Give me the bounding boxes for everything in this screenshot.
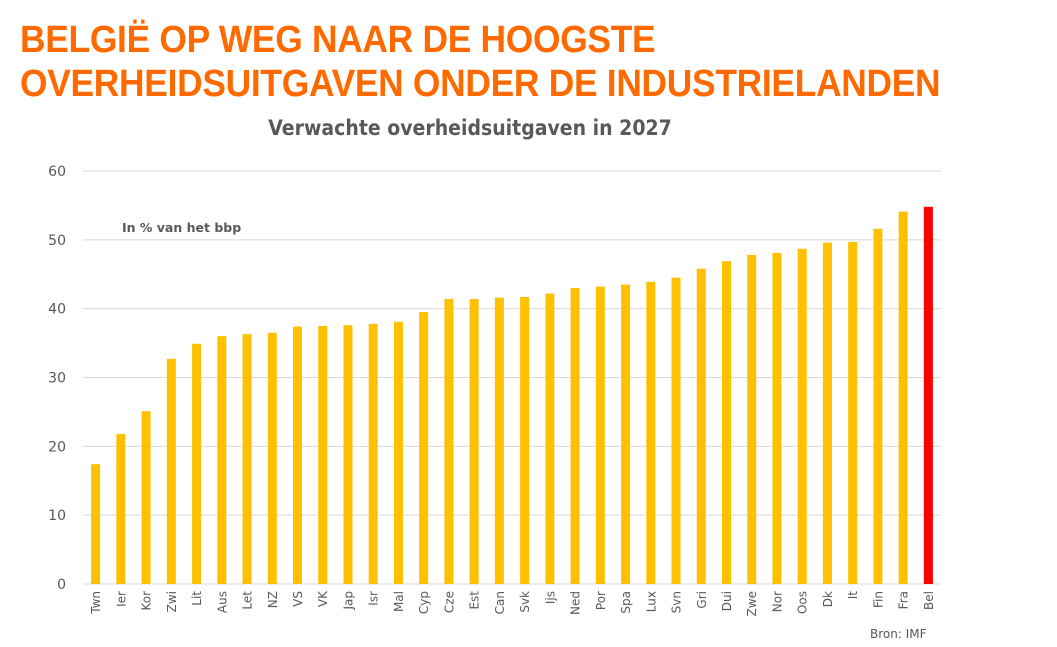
bar-por <box>595 286 605 584</box>
bar-can <box>494 297 504 584</box>
bar-nz <box>267 332 277 584</box>
bar-it <box>848 241 858 585</box>
x-tick-label: Lux <box>644 591 658 612</box>
bar-gri <box>696 268 706 584</box>
gridlines <box>83 170 941 585</box>
x-tick-label: Ned <box>569 591 583 615</box>
bar-svn <box>671 277 681 584</box>
x-tick-label: Fra <box>897 591 911 609</box>
x-tick-label: Por <box>594 591 608 610</box>
bar-svk <box>520 296 530 584</box>
bar-oos <box>797 248 807 584</box>
bar-lit <box>192 343 202 584</box>
bar-ijs <box>545 293 555 584</box>
bars <box>91 206 933 585</box>
y-tick-label: 40 <box>48 302 66 318</box>
bar-dui <box>722 261 731 584</box>
bar-twn <box>91 464 101 584</box>
y-tick-label: 50 <box>48 233 66 249</box>
bar-cyp <box>419 312 429 584</box>
x-tick-label: Est <box>468 591 482 610</box>
bar-est <box>469 299 479 584</box>
x-tick-label: Nor <box>770 591 784 612</box>
x-tick-label: Aus <box>215 591 229 613</box>
x-tick-label: Svk <box>518 591 532 613</box>
bar-nor <box>772 252 782 584</box>
headline-line-2: OVERHEIDSUITGAVEN ONDER DE INDUSTRIELAND… <box>20 63 941 105</box>
bar-mal <box>393 321 403 584</box>
x-tick-label: Can <box>493 591 507 614</box>
bar-ier <box>116 433 126 584</box>
x-tick-label: Cyp <box>417 591 431 614</box>
y-axis-ticks: 0 10 20 30 40 50 60 <box>48 164 66 593</box>
x-tick-label: Gri <box>695 591 709 609</box>
x-tick-label: Ijs <box>543 591 557 604</box>
bar-kor <box>141 411 151 584</box>
source-note: Bron: IMF <box>870 627 927 641</box>
x-tick-label: Cze <box>442 591 456 613</box>
y-tick-label: 10 <box>48 508 66 524</box>
x-axis-ticks: Twn Ier Kor Zwi Lit Aus Let NZ VS VK Jap Isr Mal Cyp C… <box>89 590 936 617</box>
x-tick-label: Ier <box>114 591 128 607</box>
bar-let <box>242 334 252 584</box>
x-tick-label: Zwi <box>165 591 179 612</box>
x-tick-label: VK <box>316 590 330 607</box>
bar-dk <box>822 242 832 584</box>
bar-ned <box>570 288 580 584</box>
y-tick-label: 60 <box>48 164 66 180</box>
bar-spa <box>621 284 631 584</box>
x-tick-label: Dui <box>720 591 734 611</box>
bar-zwe <box>747 254 757 584</box>
bar-bel <box>923 206 933 584</box>
x-tick-label: Zwe <box>745 591 759 616</box>
y-tick-label: 0 <box>57 577 66 593</box>
unit-annotation: In % van het bbp <box>122 220 242 235</box>
x-tick-label: Spa <box>619 591 633 614</box>
x-tick-label: Let <box>241 591 255 610</box>
bar-zwi <box>166 358 176 584</box>
x-tick-label: Fin <box>871 591 885 608</box>
y-tick-label: 20 <box>48 439 66 455</box>
x-tick-label: Jap <box>341 591 355 611</box>
x-tick-label: Dk <box>821 591 835 607</box>
bar-lux <box>646 281 656 584</box>
x-tick-label: Svn <box>670 591 684 613</box>
x-tick-label: Oos <box>796 591 810 614</box>
headline: BELGIË OP WEG NAAR DE HOOGSTE OVERHEIDSU… <box>20 18 941 106</box>
x-tick-label: VS <box>291 591 305 607</box>
chart-title: Verwachte overheidsuitgaven in 2027 <box>268 116 672 140</box>
x-tick-label: Twn <box>89 591 103 615</box>
bar-cze <box>444 299 454 584</box>
bar-vk <box>318 325 328 584</box>
x-tick-label: Mal <box>392 591 406 612</box>
bar-fin <box>873 228 883 584</box>
x-tick-label: It <box>846 591 860 600</box>
headline-line-1: BELGIË OP WEG NAAR DE HOOGSTE <box>20 19 656 61</box>
x-tick-label: Bel <box>922 591 936 610</box>
bar-fra <box>898 211 908 584</box>
bar-jap <box>343 325 353 584</box>
bar-isr <box>368 323 378 584</box>
y-tick-label: 30 <box>48 371 66 387</box>
x-tick-label: Isr <box>367 591 381 606</box>
bar-vs <box>293 326 302 584</box>
bar-aus <box>217 336 227 584</box>
x-tick-label: NZ <box>266 591 280 608</box>
x-tick-label: Kor <box>140 591 154 611</box>
x-tick-label: Lit <box>190 591 204 606</box>
